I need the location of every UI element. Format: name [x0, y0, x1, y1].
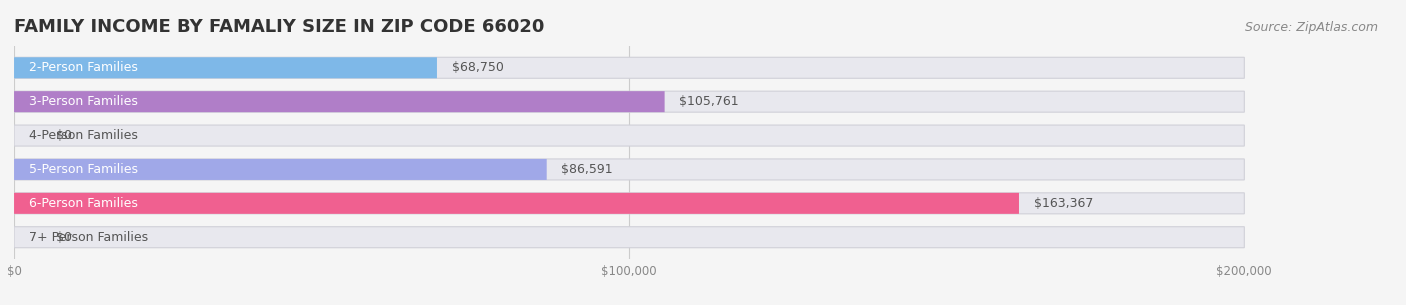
FancyBboxPatch shape	[14, 125, 1244, 146]
FancyBboxPatch shape	[14, 193, 1019, 214]
FancyBboxPatch shape	[14, 57, 1244, 78]
FancyBboxPatch shape	[14, 159, 1244, 180]
Text: FAMILY INCOME BY FAMALIY SIZE IN ZIP CODE 66020: FAMILY INCOME BY FAMALIY SIZE IN ZIP COD…	[14, 18, 544, 36]
Text: 4-Person Families: 4-Person Families	[30, 129, 138, 142]
FancyBboxPatch shape	[14, 91, 1244, 112]
Text: Source: ZipAtlas.com: Source: ZipAtlas.com	[1244, 21, 1378, 34]
FancyBboxPatch shape	[14, 91, 665, 112]
Text: 7+ Person Families: 7+ Person Families	[30, 231, 149, 244]
Text: 2-Person Families: 2-Person Families	[30, 61, 138, 74]
Text: $68,750: $68,750	[451, 61, 503, 74]
Text: $0: $0	[56, 129, 72, 142]
Text: 5-Person Families: 5-Person Families	[30, 163, 138, 176]
FancyBboxPatch shape	[14, 57, 437, 78]
Text: $86,591: $86,591	[561, 163, 613, 176]
Text: 6-Person Families: 6-Person Families	[30, 197, 138, 210]
Text: $0: $0	[56, 231, 72, 244]
FancyBboxPatch shape	[14, 193, 1244, 214]
Text: $163,367: $163,367	[1033, 197, 1092, 210]
Text: 3-Person Families: 3-Person Families	[30, 95, 138, 108]
FancyBboxPatch shape	[14, 227, 1244, 248]
FancyBboxPatch shape	[14, 159, 547, 180]
Text: $105,761: $105,761	[679, 95, 740, 108]
